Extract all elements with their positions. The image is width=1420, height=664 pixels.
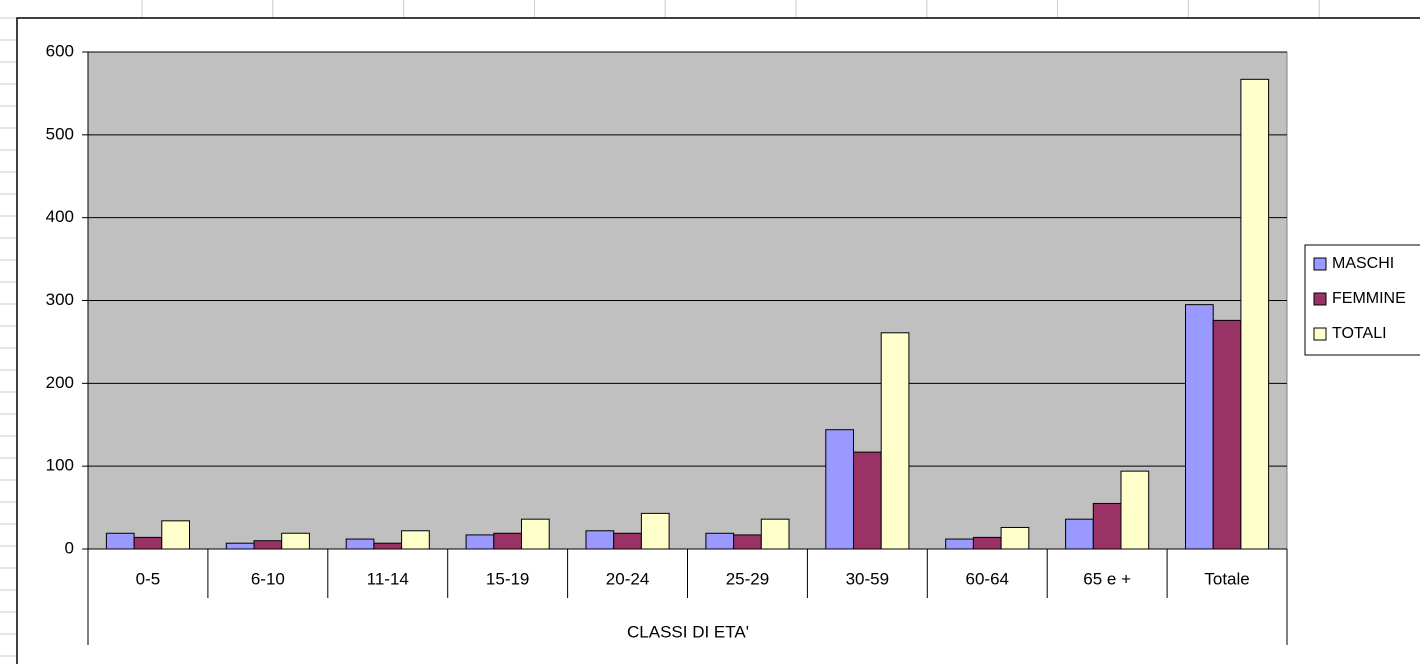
x-tick-label: 60-64 xyxy=(966,569,1009,588)
bar xyxy=(521,518,550,550)
bar xyxy=(972,536,1002,550)
y-tick-label: 200 xyxy=(46,373,74,392)
bar xyxy=(401,530,430,550)
bar xyxy=(133,536,163,550)
legend-swatch xyxy=(1313,257,1327,271)
bar xyxy=(640,512,670,550)
x-tick-label: Totale xyxy=(1204,569,1249,588)
legend-label: MASCHI xyxy=(1332,255,1394,272)
x-tick-label: 20-24 xyxy=(606,569,649,588)
bar xyxy=(465,534,495,550)
legend-label: TOTALI xyxy=(1332,325,1387,342)
bar xyxy=(1185,304,1214,550)
bar xyxy=(1240,78,1270,550)
bar xyxy=(760,518,790,550)
y-tick-label: 300 xyxy=(46,290,74,309)
x-tick-label: 0-5 xyxy=(136,569,161,588)
x-axis-title: CLASSI DI ETA' xyxy=(627,622,749,641)
y-tick-label: 500 xyxy=(46,124,74,143)
bar xyxy=(373,542,403,550)
sheet-grid xyxy=(0,0,1320,657)
bar xyxy=(1092,502,1122,550)
y-tick-label: 0 xyxy=(65,538,74,557)
bar xyxy=(105,532,135,550)
bar xyxy=(880,332,910,550)
legend-label: FEMMINE xyxy=(1332,290,1406,307)
bar xyxy=(945,538,974,550)
bar xyxy=(853,451,882,550)
x-tick-label: 65 e + xyxy=(1083,569,1131,588)
x-tick-label: 25-29 xyxy=(726,569,769,588)
bar xyxy=(493,532,522,550)
bar xyxy=(1212,319,1242,550)
bar xyxy=(161,520,191,550)
x-tick-label: 15-19 xyxy=(486,569,529,588)
y-tick-label: 100 xyxy=(46,456,74,475)
bar xyxy=(705,532,735,550)
bar xyxy=(1000,526,1030,550)
x-tick-label: 11-14 xyxy=(367,569,409,588)
y-tick-label: 400 xyxy=(46,207,74,226)
bar xyxy=(253,540,283,550)
bar xyxy=(825,429,854,550)
legend-swatch xyxy=(1313,292,1327,306)
bar xyxy=(585,530,615,550)
bar xyxy=(345,538,375,550)
legend-swatch xyxy=(1313,327,1327,341)
x-tick-label: 30-59 xyxy=(846,569,889,588)
bar xyxy=(1065,518,1094,550)
bar xyxy=(1120,470,1150,550)
bar xyxy=(281,532,310,550)
bar xyxy=(225,542,255,550)
bar xyxy=(733,534,762,550)
y-tick-label: 600 xyxy=(46,41,74,60)
bar xyxy=(613,532,642,550)
x-tick-label: 6-10 xyxy=(251,569,285,588)
